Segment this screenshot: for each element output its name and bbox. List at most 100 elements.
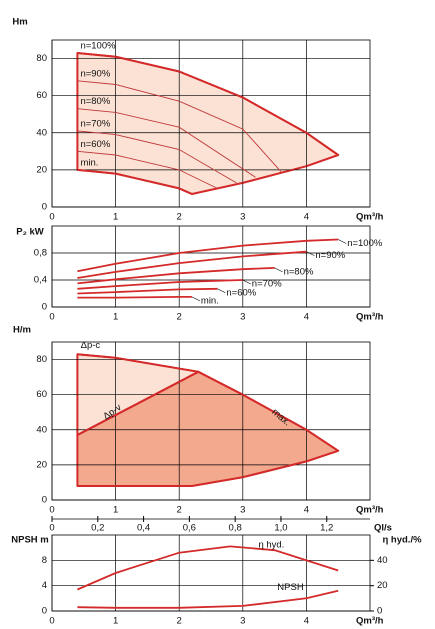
x-tick-label: 1 — [113, 505, 118, 516]
curve-label: min. — [80, 157, 98, 168]
x-tick-label: 0 — [49, 212, 54, 223]
y-tick-label: 60 — [36, 389, 47, 400]
y-tick-label: 60 — [36, 90, 47, 101]
curve-label: n=100% — [80, 41, 116, 52]
y-axis-label: P₂ kW — [16, 227, 43, 238]
curve — [77, 279, 243, 290]
curve-label: n=90% — [80, 68, 110, 79]
x-tick-label: 1 — [113, 212, 118, 223]
plot-frame — [51, 534, 371, 612]
curve — [77, 353, 339, 452]
plot-frame — [51, 341, 371, 501]
x-tick-label: 3 — [240, 616, 245, 627]
y2-axis-label: η hyd./% — [382, 535, 422, 546]
curve — [77, 150, 218, 189]
x-tick-label: 0 — [49, 505, 54, 516]
curve — [77, 589, 339, 609]
y-tick-label: 0 — [42, 202, 47, 213]
x2-tick-label: 0,2 — [91, 523, 104, 534]
curve — [191, 154, 339, 195]
curve — [77, 108, 256, 178]
y-tick-label: 80 — [36, 354, 47, 365]
x2-tick-label: 1,0 — [274, 523, 287, 534]
x-axis-label: Qm³/h — [356, 312, 384, 323]
y-axis-label: H/m — [13, 325, 31, 336]
curve-label: n=100% — [347, 238, 383, 249]
x-axis-label: Qm³/h — [356, 505, 384, 516]
x-tick-label: 1 — [113, 616, 118, 627]
x2-tick-label: 0,8 — [229, 523, 242, 534]
curve — [77, 169, 193, 195]
y-tick-label: 0 — [42, 606, 47, 617]
label-leader — [338, 239, 347, 244]
curve-label: n=70% — [252, 279, 282, 290]
curve-label: min. — [201, 295, 219, 306]
curve — [77, 238, 339, 273]
label-leader — [217, 288, 226, 294]
x-tick-label: 2 — [177, 212, 182, 223]
curve-label: n=60% — [80, 139, 110, 150]
y-axis-label: NPSH m — [11, 535, 48, 546]
x-tick-label: 3 — [240, 505, 245, 516]
operating-area — [76, 52, 340, 195]
x-tick-label: 0 — [49, 312, 54, 323]
curve-label: n=90% — [315, 250, 345, 261]
x2-tick-label: 0 — [49, 523, 54, 534]
label-leader — [242, 279, 251, 285]
label-leader — [274, 267, 283, 273]
curve — [77, 80, 282, 173]
curve — [77, 130, 237, 184]
x-tick-label: 3 — [240, 312, 245, 323]
x2-tick-label: 1,2 — [320, 523, 333, 534]
y-tick-label: 0 — [42, 495, 47, 506]
label-leader — [306, 251, 315, 256]
y-axis-label: Hm — [12, 17, 27, 28]
curve-label: n=60% — [226, 287, 256, 298]
curve-label: η hyd. — [258, 540, 284, 551]
curve-label: NPSH — [277, 582, 304, 593]
annotation: Δp-c — [81, 340, 101, 351]
plot-frame — [51, 39, 371, 208]
curve — [77, 449, 339, 487]
curve — [77, 52, 339, 156]
curve — [77, 296, 192, 299]
y-tick-label: 40 — [36, 424, 47, 435]
x-tick-label: 2 — [177, 616, 182, 627]
x-axis-label: Qm³/h — [356, 212, 384, 223]
y-tick-label: 8 — [42, 555, 47, 566]
label-leader — [191, 296, 201, 302]
y-tick-label: 0,4 — [34, 275, 47, 286]
x2-tick-label: 0,6 — [183, 523, 196, 534]
curve-label: n=80% — [80, 96, 110, 107]
y-tick-label: 40 — [36, 127, 47, 138]
plot-frame — [51, 225, 371, 308]
x-tick-label: 2 — [177, 312, 182, 323]
x2-tick-label: 0,4 — [137, 523, 150, 534]
y2-tick-label: 0 — [377, 606, 382, 617]
x2-axis-label: Ql/s — [374, 523, 392, 534]
y-tick-label: 0,8 — [34, 248, 47, 259]
y2-tick-label: 20 — [377, 580, 388, 591]
x-tick-label: 1 — [113, 312, 118, 323]
y-tick-label: 4 — [42, 580, 47, 591]
curve — [77, 545, 339, 591]
x-tick-label: 4 — [304, 616, 309, 627]
curve — [77, 267, 275, 285]
x-axis-label: Qm³/h — [356, 616, 384, 627]
y2-tick-label: 40 — [377, 555, 388, 566]
curve — [77, 287, 218, 295]
x-tick-label: 2 — [177, 505, 182, 516]
x-tick-label: 4 — [304, 212, 309, 223]
x-tick-label: 4 — [304, 312, 309, 323]
x-tick-label: 3 — [240, 212, 245, 223]
curve-label: n=70% — [80, 118, 110, 129]
curve — [76, 371, 199, 436]
y-tick-label: 20 — [36, 459, 47, 470]
curve — [77, 250, 307, 279]
x-tick-label: 4 — [304, 505, 309, 516]
y-tick-label: 0 — [42, 302, 47, 313]
curve-label: n=80% — [284, 266, 314, 277]
y-tick-label: 80 — [36, 53, 47, 64]
x-tick-label: 0 — [49, 616, 54, 627]
